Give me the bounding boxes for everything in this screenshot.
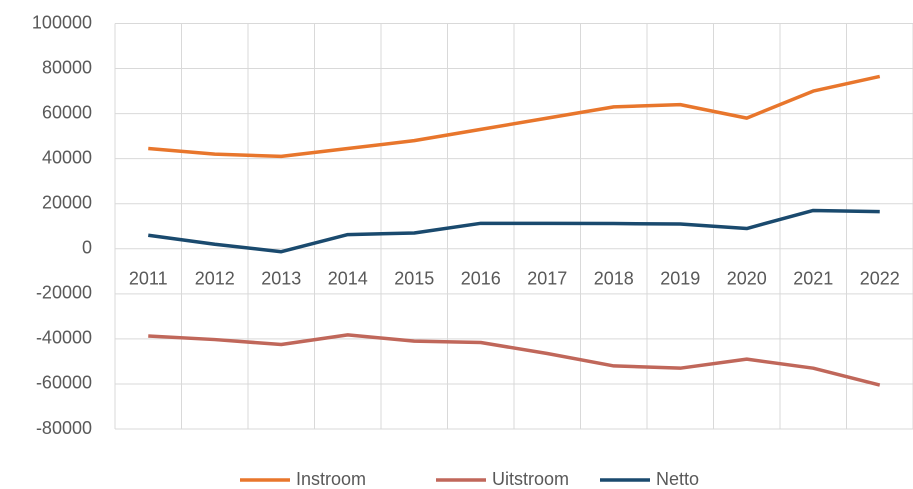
x-tick-label: 2015	[394, 269, 434, 289]
y-tick-label: 100000	[32, 12, 92, 32]
x-tick-label: 2012	[195, 269, 235, 289]
legend-label: Instroom	[296, 469, 366, 489]
line-series	[148, 333, 881, 387]
x-tick-label: 2022	[860, 269, 900, 289]
line-series	[148, 208, 880, 254]
x-tick-label: 2013	[261, 269, 301, 289]
y-tick-label: 40000	[42, 147, 92, 167]
x-tick-label: 2014	[328, 269, 368, 289]
y-tick-label: 0	[82, 238, 92, 258]
y-tick-label: -80000	[36, 418, 92, 438]
x-tick-label: 2011	[129, 269, 168, 289]
x-tick-label: 2017	[527, 269, 567, 289]
x-tick-label: 2020	[727, 269, 767, 289]
y-tick-label: 60000	[42, 102, 92, 122]
x-tick-label: 2021	[793, 269, 833, 289]
y-tick-label: 20000	[42, 192, 92, 212]
x-tick-label: 2016	[461, 269, 501, 289]
line-series	[148, 74, 881, 159]
legend-label: Netto	[656, 469, 699, 489]
y-tick-label: -20000	[36, 283, 92, 303]
y-tick-label: 80000	[42, 57, 92, 77]
x-tick-label: 2018	[594, 269, 634, 289]
y-tick-label: -60000	[36, 373, 92, 393]
y-tick-label: -40000	[36, 328, 92, 348]
x-tick-label: 2019	[660, 269, 700, 289]
legend-label: Uitstroom	[492, 469, 569, 489]
